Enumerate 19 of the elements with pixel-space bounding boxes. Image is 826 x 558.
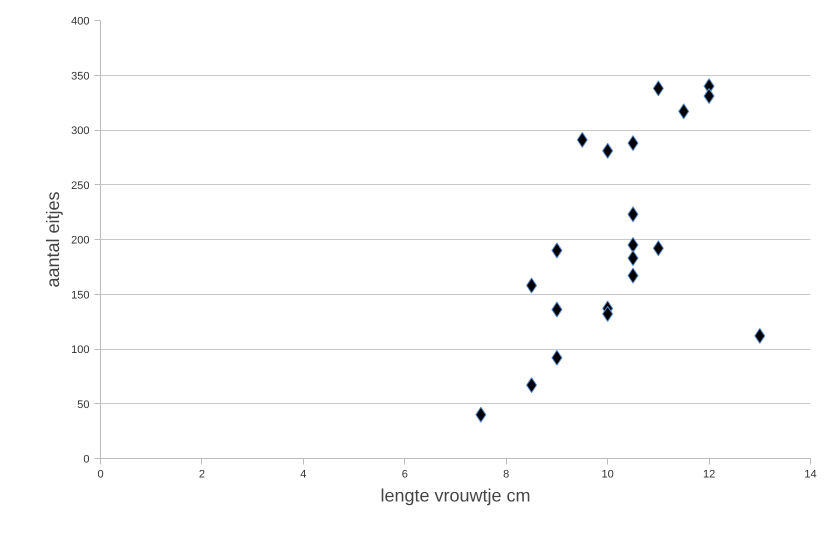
- x-tick-label: 6: [402, 468, 408, 480]
- x-tick-label: 10: [602, 468, 614, 480]
- x-tick-label: 14: [804, 468, 817, 480]
- y-tick-label: 400: [71, 16, 90, 28]
- y-tick-label: 0: [83, 454, 90, 466]
- x-tick-label: 2: [198, 468, 205, 480]
- y-axis-title: aantal eitjes: [43, 191, 64, 288]
- y-tick-label: 100: [71, 344, 90, 356]
- y-tick-label: 300: [71, 125, 90, 137]
- y-tick-label: 50: [77, 398, 90, 411]
- y-tick-label: 200: [71, 234, 90, 246]
- x-tick-label: 8: [503, 468, 510, 480]
- y-tick-label: 150: [71, 289, 90, 302]
- y-tick-label: 250: [71, 180, 90, 192]
- x-tick-label: 12: [702, 468, 716, 480]
- y-tick-label: 350: [71, 70, 90, 82]
- x-axis-title: lengte vrouwtje cm: [380, 486, 531, 506]
- x-tick-label: 4: [300, 468, 306, 480]
- x-tick-label: 0: [97, 468, 104, 480]
